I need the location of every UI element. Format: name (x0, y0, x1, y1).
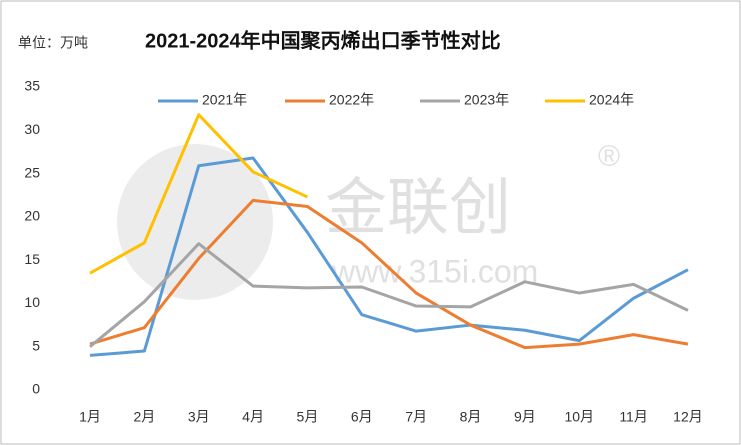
legend-label: 2021年 (202, 92, 247, 108)
series-line (89, 198, 689, 350)
legend-label: 2022年 (329, 92, 374, 108)
series-line (89, 242, 689, 348)
watermark-logo (117, 144, 273, 300)
legend-label: 2024年 (589, 92, 634, 108)
y-tick-label: 30 (24, 121, 40, 137)
x-tick-label: 2月 (133, 409, 155, 425)
legend-label: 2023年 (464, 92, 509, 108)
watermark: www.315i.com (331, 253, 538, 289)
y-tick-label: 25 (24, 164, 40, 180)
x-tick-label: 4月 (242, 409, 264, 425)
x-tick-label: 5月 (297, 409, 319, 425)
y-tick-label: 5 (32, 337, 40, 353)
y-tick-label: 0 (32, 381, 40, 397)
x-tick-label: 7月 (405, 409, 427, 425)
y-tick-label: 15 (24, 251, 40, 267)
watermark: ® (598, 140, 620, 173)
series-line (89, 156, 689, 357)
x-tick-label: 6月 (351, 409, 373, 425)
y-axis-label: 单位：万吨 (18, 35, 88, 51)
x-tick-label: 12月 (673, 409, 703, 425)
x-tick-label: 8月 (460, 409, 482, 425)
x-tick-label: 1月 (79, 409, 101, 425)
series-line (89, 113, 309, 275)
y-tick-label: 10 (24, 294, 40, 310)
x-tick-label: 9月 (514, 409, 536, 425)
x-tick-label: 11月 (619, 409, 648, 425)
y-tick-label: 20 (24, 208, 40, 224)
x-tick-label: 3月 (188, 409, 210, 425)
x-tick-label: 10月 (564, 409, 594, 425)
chart-title: 2021-2024年中国聚丙烯出口季节性对比 (145, 28, 501, 52)
watermark: 金联创 (325, 173, 511, 242)
y-tick-label: 35 (24, 78, 40, 94)
